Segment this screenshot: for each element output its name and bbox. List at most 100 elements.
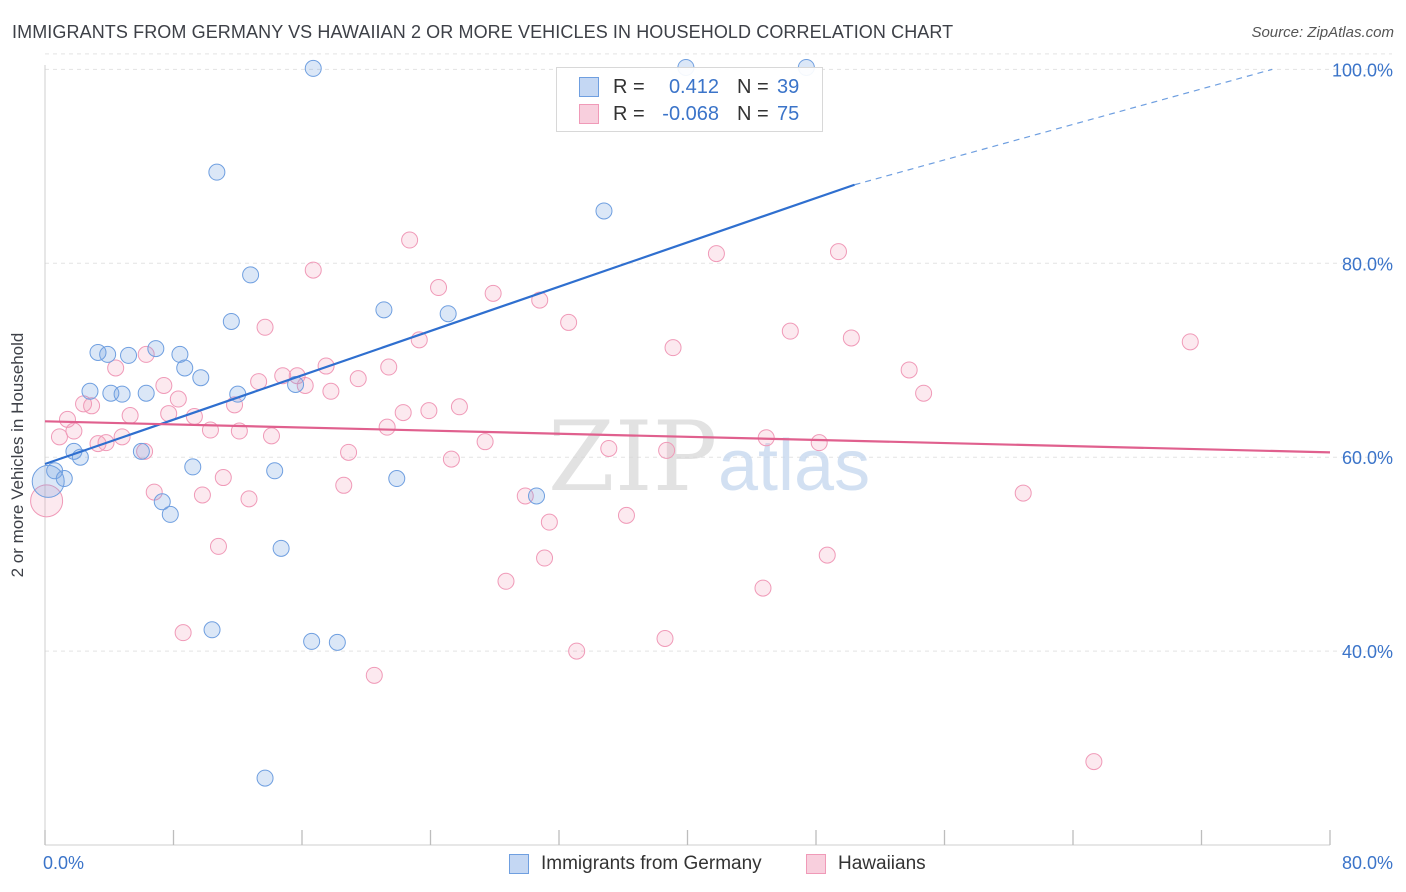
hawaiians-point (818, 546, 836, 564)
germany-point (153, 493, 171, 511)
legend-r-label: R = (613, 102, 645, 125)
germany-trend-extension (854, 68, 1273, 186)
hawaiians-point (420, 402, 438, 420)
hawaiians-point (50, 428, 68, 446)
hawaiians-point (340, 443, 358, 461)
hawaiians-point (1085, 753, 1103, 771)
germany-points (31, 58, 815, 787)
x-tick-label-max: 80.0% (1342, 853, 1393, 873)
legend-r-value: -0.068 (662, 102, 719, 125)
germany-point (147, 340, 165, 358)
watermark-zip: ZIP (548, 401, 717, 513)
germany-point (176, 359, 194, 377)
hawaiians-point (707, 245, 725, 263)
hawaiians-point (322, 382, 340, 400)
y-axis-label: 2 or more Vehicles in Household (8, 332, 27, 578)
germany-point (256, 769, 274, 787)
hawaiians-point (842, 329, 860, 347)
hawaiians-point (169, 390, 187, 408)
hawaiians-point (664, 339, 682, 357)
germany-point (81, 382, 99, 400)
hawaiians-point (83, 397, 101, 415)
legend-row-hawaiians: R = -0.068 N = 75 (579, 103, 799, 125)
hawaiians-point (915, 384, 933, 402)
germany-point (184, 458, 202, 476)
hawaiians-point (65, 422, 83, 440)
germany-point (272, 539, 290, 557)
hawaiians-point (155, 376, 173, 394)
bottom-legend-swatch-germany (509, 854, 529, 874)
bottom-legend-label-hawaiians: Hawaiians (838, 853, 926, 874)
hawaiians-point (193, 486, 211, 504)
hawaiians-point (658, 441, 676, 459)
bottom-legend-label-germany: Immigrants from Germany (541, 853, 762, 874)
hawaiians-point (781, 322, 799, 340)
hawaiians-point (349, 370, 367, 388)
grid-lines (45, 53, 1392, 652)
legend-n-value: 39 (777, 75, 800, 98)
germany-point (132, 442, 150, 460)
germany-point (303, 632, 321, 650)
hawaiians-point (304, 261, 322, 279)
germany-point (439, 305, 457, 323)
hawaiians-point (380, 358, 398, 376)
germany-point (595, 202, 613, 220)
hawaiians-point (617, 506, 635, 524)
germany-point (192, 369, 210, 387)
chart-title: IMMIGRANTS FROM GERMANY VS HAWAIIAN 2 OR… (12, 22, 954, 42)
hawaiians-trend-line (44, 420, 1331, 454)
germany-point (222, 312, 240, 330)
bottom-legend-germany: Immigrants from Germany (509, 852, 762, 876)
hawaiians-point (754, 579, 772, 597)
germany-point (161, 505, 179, 523)
germany-point (171, 345, 189, 363)
x-tick-label-min: 0.0% (43, 853, 84, 873)
hawaiians-point (531, 291, 549, 309)
legend-n-label: N = (737, 102, 769, 125)
germany-point (266, 462, 284, 480)
germany-point (203, 621, 221, 639)
correlation-legend: R = 0.412 N = 39 R = -0.068 N = 75 (556, 67, 823, 132)
hawaiians-point (829, 243, 847, 261)
germany-point (55, 470, 73, 488)
hawaiians-point (335, 476, 353, 494)
chart-source: Source: ZipAtlas.com (1251, 24, 1394, 41)
hawaiians-point (262, 427, 280, 445)
hawaiians-point (810, 434, 828, 452)
hawaiians-point (121, 407, 139, 425)
y-tick-label: 40.0% (1342, 642, 1393, 662)
germany-point (304, 59, 322, 77)
legend-n-value: 75 (777, 102, 800, 125)
trend-lines (44, 68, 1331, 466)
germany-point (328, 633, 346, 651)
hawaiians-point (1181, 333, 1199, 351)
hawaiians-point (30, 484, 64, 518)
germany-point (208, 163, 226, 181)
legend-n-label: N = (737, 75, 769, 98)
tick-labels: 40.0% 60.0% 80.0% 100.0% 0.0% 80.0% (43, 60, 1393, 873)
germany-point (120, 346, 138, 364)
hawaiians-point (137, 345, 155, 363)
hawaiians-point (1014, 484, 1032, 502)
hawaiians-point (401, 231, 419, 249)
bottom-legend-swatch-hawaiians (806, 854, 826, 874)
hawaiians-point (430, 279, 448, 297)
hawaiians-point (365, 666, 383, 684)
watermark: ZIP atlas (548, 401, 870, 513)
hawaiians-point (497, 572, 515, 590)
germany-point (388, 470, 406, 488)
germany-trend-line (44, 183, 855, 466)
hawaiians-point (540, 513, 558, 531)
germany-point (137, 384, 155, 402)
hawaiians-point (484, 284, 502, 302)
hawaiians-point (560, 313, 578, 331)
legend-r-label: R = (613, 75, 645, 98)
hawaiians-point (107, 359, 125, 377)
hawaiians-point (209, 537, 227, 555)
hawaiians-point (394, 404, 412, 422)
germany-point (375, 301, 393, 319)
y-tick-label: 80.0% (1342, 254, 1393, 274)
hawaiians-point (378, 418, 396, 436)
germany-point (528, 487, 546, 505)
